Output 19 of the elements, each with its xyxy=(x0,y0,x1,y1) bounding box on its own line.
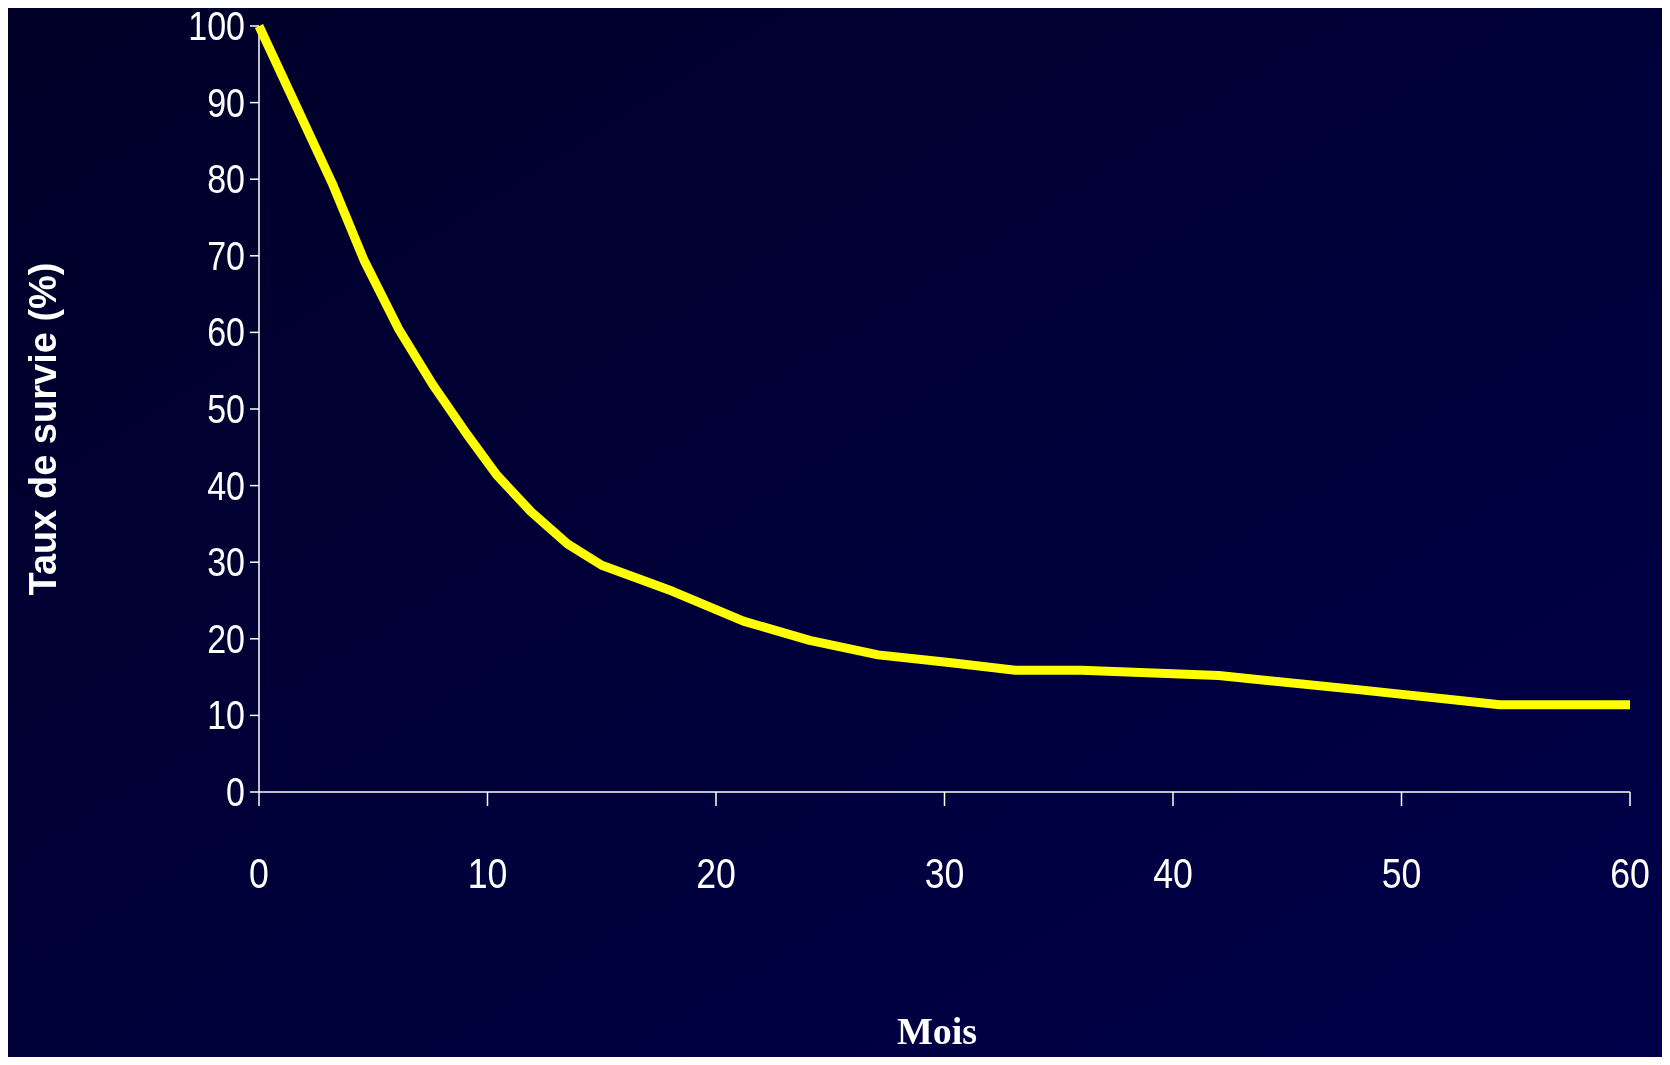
y-tick-label: 40 xyxy=(207,462,245,509)
y-tick-label: 50 xyxy=(207,386,245,432)
y-tick-label: 70 xyxy=(207,233,245,279)
x-tick-label: 40 xyxy=(1153,850,1193,897)
y-tick-label: 90 xyxy=(207,79,245,126)
x-tick-label: 20 xyxy=(696,850,736,897)
y-tick-label: 100 xyxy=(188,3,245,49)
x-tick-label: 10 xyxy=(467,850,508,897)
y-tick-label: 80 xyxy=(207,156,245,202)
y-tick-label: 10 xyxy=(207,692,245,739)
y-tick-label: 60 xyxy=(207,309,245,356)
y-axis-title: Taux de survie (%) xyxy=(22,262,64,596)
x-axis-title: Mois xyxy=(896,1010,978,1052)
y-tick-label: 0 xyxy=(226,769,245,815)
x-tick-label: 50 xyxy=(1381,850,1422,897)
y-tick-label: 30 xyxy=(207,539,245,585)
x-tick-label: 60 xyxy=(1610,850,1650,897)
y-tick-label: 20 xyxy=(207,616,245,662)
x-tick-label: 30 xyxy=(924,850,965,897)
